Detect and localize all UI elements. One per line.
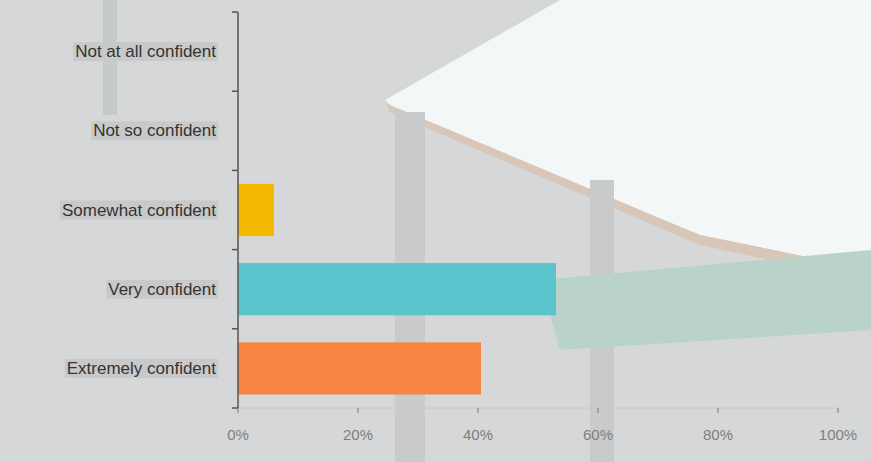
- y-axis-line: [237, 12, 239, 408]
- bar: [238, 263, 556, 315]
- background-fill: [0, 0, 871, 462]
- y-tick-divider: [232, 170, 238, 172]
- label-patch: [60, 201, 218, 220]
- y-tick-divider: [232, 328, 238, 330]
- x-tick-label: 40%: [463, 426, 493, 443]
- bars: [238, 184, 556, 395]
- y-tick-divider: [232, 407, 238, 409]
- chart: Not at all confident Not so confident Some…: [0, 0, 871, 462]
- bar: [238, 184, 274, 236]
- x-tick: [718, 408, 719, 413]
- x-tick: [478, 408, 479, 413]
- category-label: Extremely confident: [67, 359, 217, 378]
- category-label: Very confident: [108, 280, 216, 299]
- background: [0, 0, 871, 462]
- x-axis-line: [238, 408, 838, 409]
- category-label: Somewhat confident: [62, 201, 216, 220]
- x-tick-label: 100%: [819, 426, 857, 443]
- label-patch: [91, 121, 218, 140]
- category-label: Not at all confident: [75, 42, 216, 61]
- y-tick-divider: [232, 90, 238, 92]
- x-tick: [358, 408, 359, 413]
- x-tick-label: 80%: [703, 426, 733, 443]
- label-patch: [73, 42, 218, 61]
- category-label: Not so confident: [93, 121, 216, 140]
- category-labels: Not at all confident Not so confident Some…: [60, 42, 218, 378]
- y-tick-divider: [232, 11, 238, 13]
- x-tick-label: 20%: [343, 426, 373, 443]
- bar: [238, 342, 481, 394]
- table-edge: [385, 100, 871, 282]
- chair-seat: [540, 250, 871, 350]
- y-tick-divider: [232, 249, 238, 251]
- label-patch: [65, 359, 219, 378]
- label-patch: [106, 280, 218, 299]
- x-ticks: 0% 20% 40% 60% 80% 100%: [227, 408, 857, 443]
- x-tick: [238, 408, 239, 413]
- x-tick-label: 60%: [583, 426, 613, 443]
- x-tick-label: 0%: [227, 426, 249, 443]
- x-tick: [838, 408, 839, 413]
- x-tick: [598, 408, 599, 413]
